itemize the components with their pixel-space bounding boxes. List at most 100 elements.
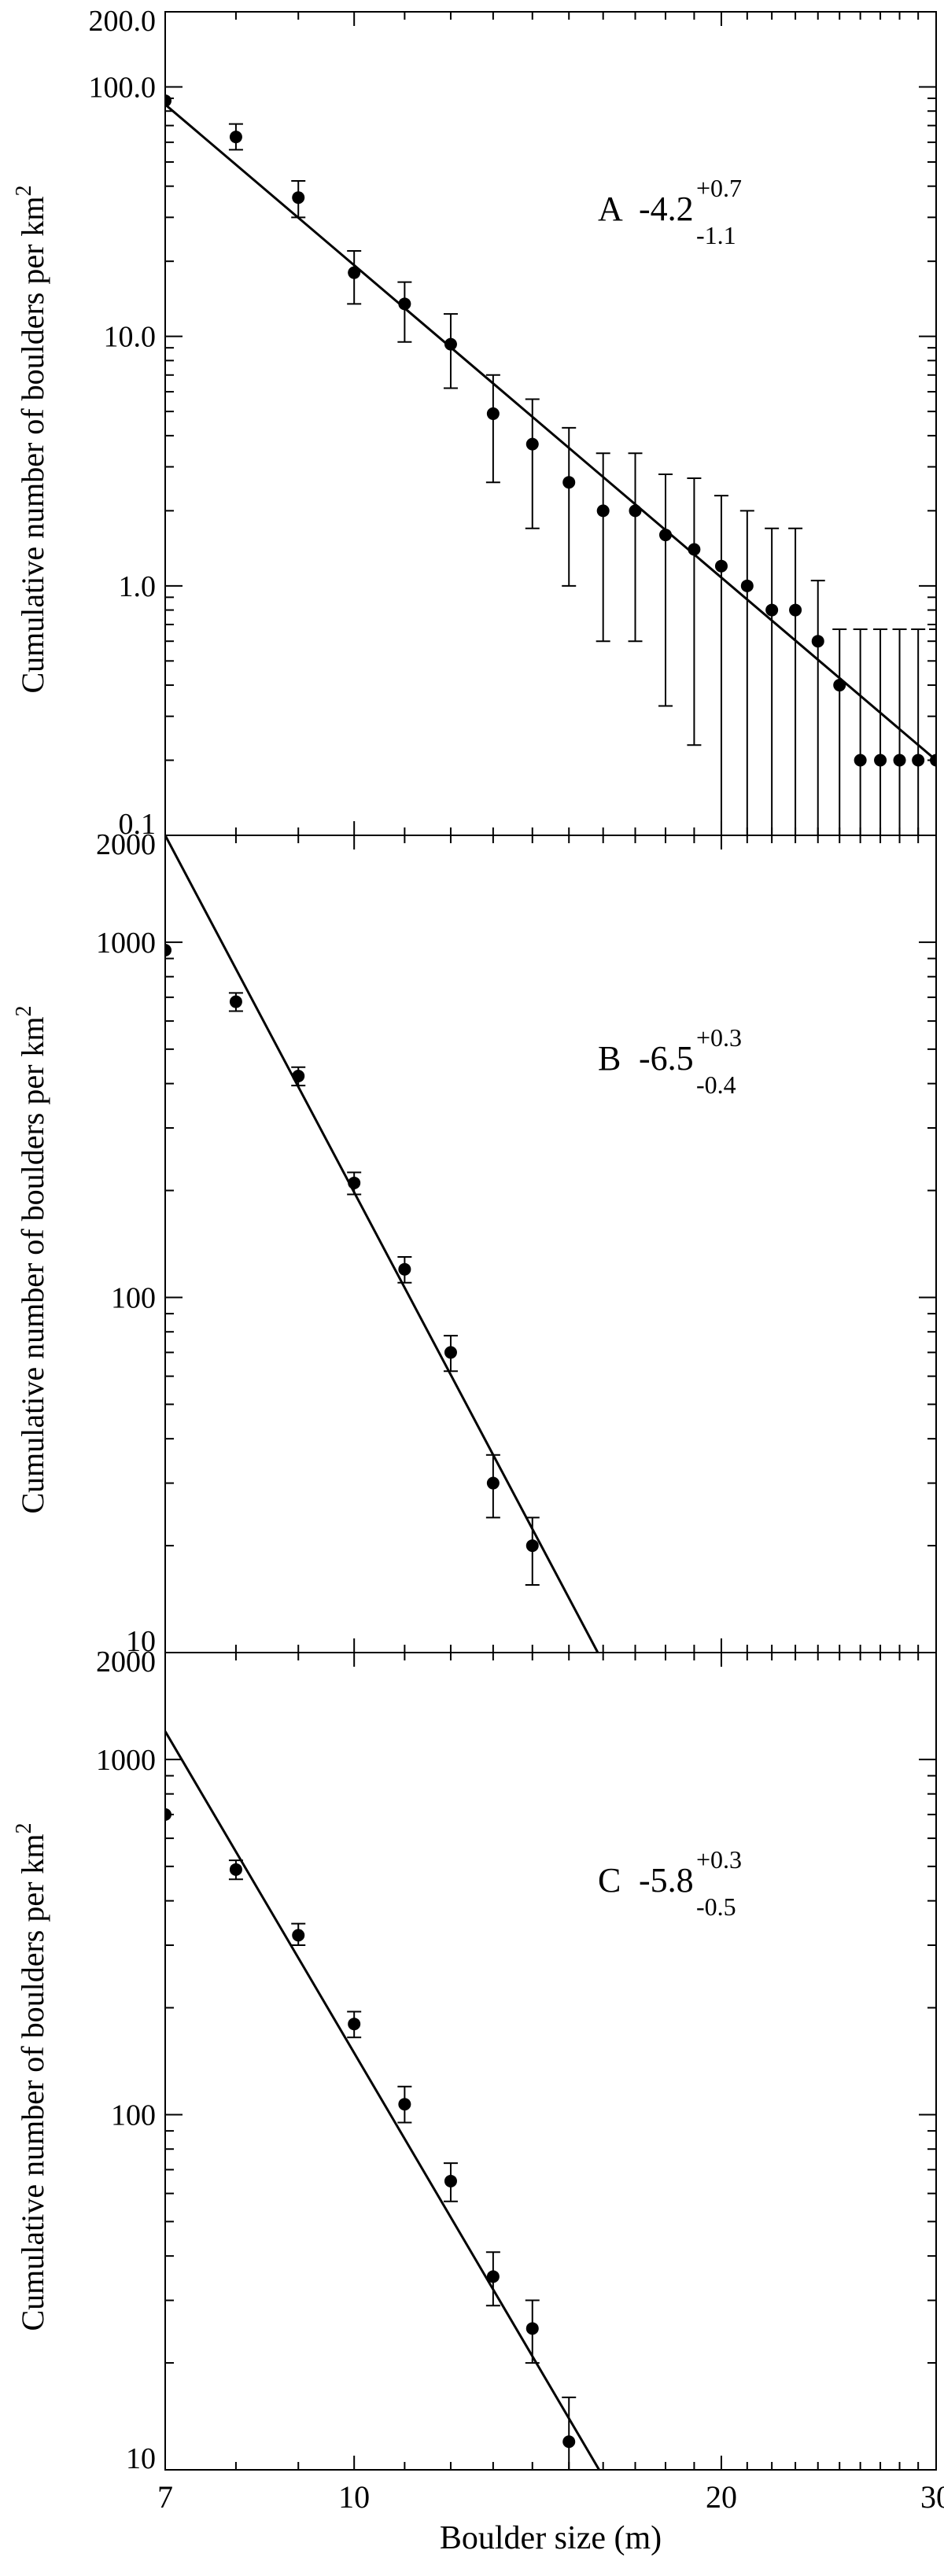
slope-upper-error: +0.3 (696, 1023, 742, 1052)
data-point (292, 1929, 305, 1942)
data-point (629, 504, 642, 518)
error-bar (810, 580, 825, 835)
plot-area (165, 835, 599, 1653)
panel-a: 0.1 1.0 10.0 100.0 200.0 Cumulative number of… (12, 5, 937, 841)
y-tick-label: 100 (111, 2099, 156, 2132)
data-point (874, 754, 887, 767)
data-point (930, 754, 936, 767)
y-tick-label: 200.0 (89, 5, 157, 38)
y-tick-label: 2000 (96, 1645, 156, 1679)
data-point (348, 266, 361, 279)
data-point (486, 407, 500, 420)
fit-line (165, 1730, 600, 2470)
data-point (444, 1346, 457, 1359)
error-bar (853, 628, 868, 835)
plot-frame (164, 1652, 937, 2471)
error-bar (687, 477, 702, 746)
y-tick-label: 100 (111, 1281, 156, 1314)
data-point (348, 1176, 361, 1189)
data-point (444, 2174, 457, 2187)
y-axis-label: Cumulative number of boulders per km2 (12, 185, 50, 693)
plot-area (165, 94, 936, 835)
data-point (525, 1539, 539, 1553)
data-point (811, 635, 824, 648)
slope-lower-error: -1.1 (696, 221, 736, 249)
data-point (912, 754, 925, 767)
x-tick-label: 30 (920, 2479, 944, 2515)
data-point (229, 995, 242, 1008)
data-point (525, 437, 539, 451)
error-bar (714, 495, 728, 835)
error-bar (929, 628, 936, 835)
error-bar (562, 2396, 577, 2470)
plot-area (165, 1730, 600, 2470)
y-tick-label: 1.0 (119, 570, 157, 603)
data-point (292, 1070, 305, 1083)
panel-b: 10 100 1000 2000 Cumulative number of boulde… (12, 828, 937, 1658)
y-tick-label: 1000 (96, 1744, 156, 1777)
error-bar (628, 452, 643, 643)
data-point (789, 603, 802, 617)
fit-line (165, 103, 936, 761)
y-axis-label: Cumulative number of boulders per km2 (12, 1822, 50, 2331)
y-tick-label: 10 (126, 1625, 156, 1658)
data-point (854, 754, 867, 767)
y-axis-label-superscript: 2 (12, 185, 36, 196)
data-point (714, 559, 728, 573)
data-point (398, 297, 411, 311)
error-bar (525, 398, 540, 529)
slope-upper-error: +0.3 (696, 1845, 742, 1874)
error-bar (873, 628, 888, 835)
error-bar (892, 628, 907, 835)
error-bar (658, 473, 673, 707)
slope-value: -6.5 (639, 1039, 694, 1078)
fit-line (165, 835, 599, 1653)
error-bar (788, 527, 803, 835)
y-axis-label-main: Cumulative number of boulders per km (15, 196, 50, 693)
data-point (740, 579, 754, 592)
data-point (348, 2018, 361, 2031)
x-axis-label: Boulder size (m) (440, 2520, 662, 2556)
data-point (292, 191, 305, 205)
error-bar (832, 628, 847, 835)
data-point (486, 1476, 500, 1490)
data-point (486, 2270, 500, 2283)
data-point (525, 2322, 539, 2335)
data-point (562, 2435, 576, 2449)
data-point (444, 337, 457, 351)
y-axis-label-superscript: 2 (12, 1822, 36, 1833)
slope-upper-error: +0.7 (696, 174, 742, 202)
y-tick-label: 1000 (96, 927, 156, 960)
slope-value: -5.8 (639, 1861, 694, 1900)
data-point (765, 603, 779, 617)
data-point (398, 1262, 411, 1276)
slope-value: -4.2 (639, 190, 694, 228)
y-tick-label: 10 (126, 2442, 156, 2475)
error-bar (443, 313, 458, 389)
data-point (165, 94, 171, 108)
plot-frame (164, 11, 937, 836)
y-tick-label: 10.0 (104, 321, 157, 354)
data-point (229, 1863, 242, 1876)
panel-letter: B (598, 1039, 621, 1078)
error-bar (765, 527, 780, 835)
slope-lower-error: -0.4 (696, 1071, 736, 1099)
data-point (833, 679, 846, 692)
data-point (398, 2098, 411, 2111)
error-bar (562, 426, 577, 587)
data-point (165, 943, 171, 956)
x-tick-label: 7 (157, 2479, 173, 2515)
y-axis-label-main: Cumulative number of boulders per km (15, 1016, 50, 1513)
y-axis-label: Cumulative number of boulders per km2 (12, 1005, 50, 1513)
slope-lower-error: -0.5 (696, 1892, 736, 1921)
panel-letter: C (598, 1861, 621, 1900)
y-axis-label-superscript: 2 (12, 1005, 36, 1016)
panel-c: 10 100 1000 2000 Cumulative number of boulde… (12, 1645, 944, 2556)
error-bar (911, 628, 926, 835)
panel-letter: A (598, 190, 623, 228)
data-point (562, 476, 576, 489)
y-tick-label: 2000 (96, 828, 156, 861)
y-tick-label: 100.0 (89, 71, 157, 104)
x-tick-label: 10 (338, 2479, 370, 2515)
